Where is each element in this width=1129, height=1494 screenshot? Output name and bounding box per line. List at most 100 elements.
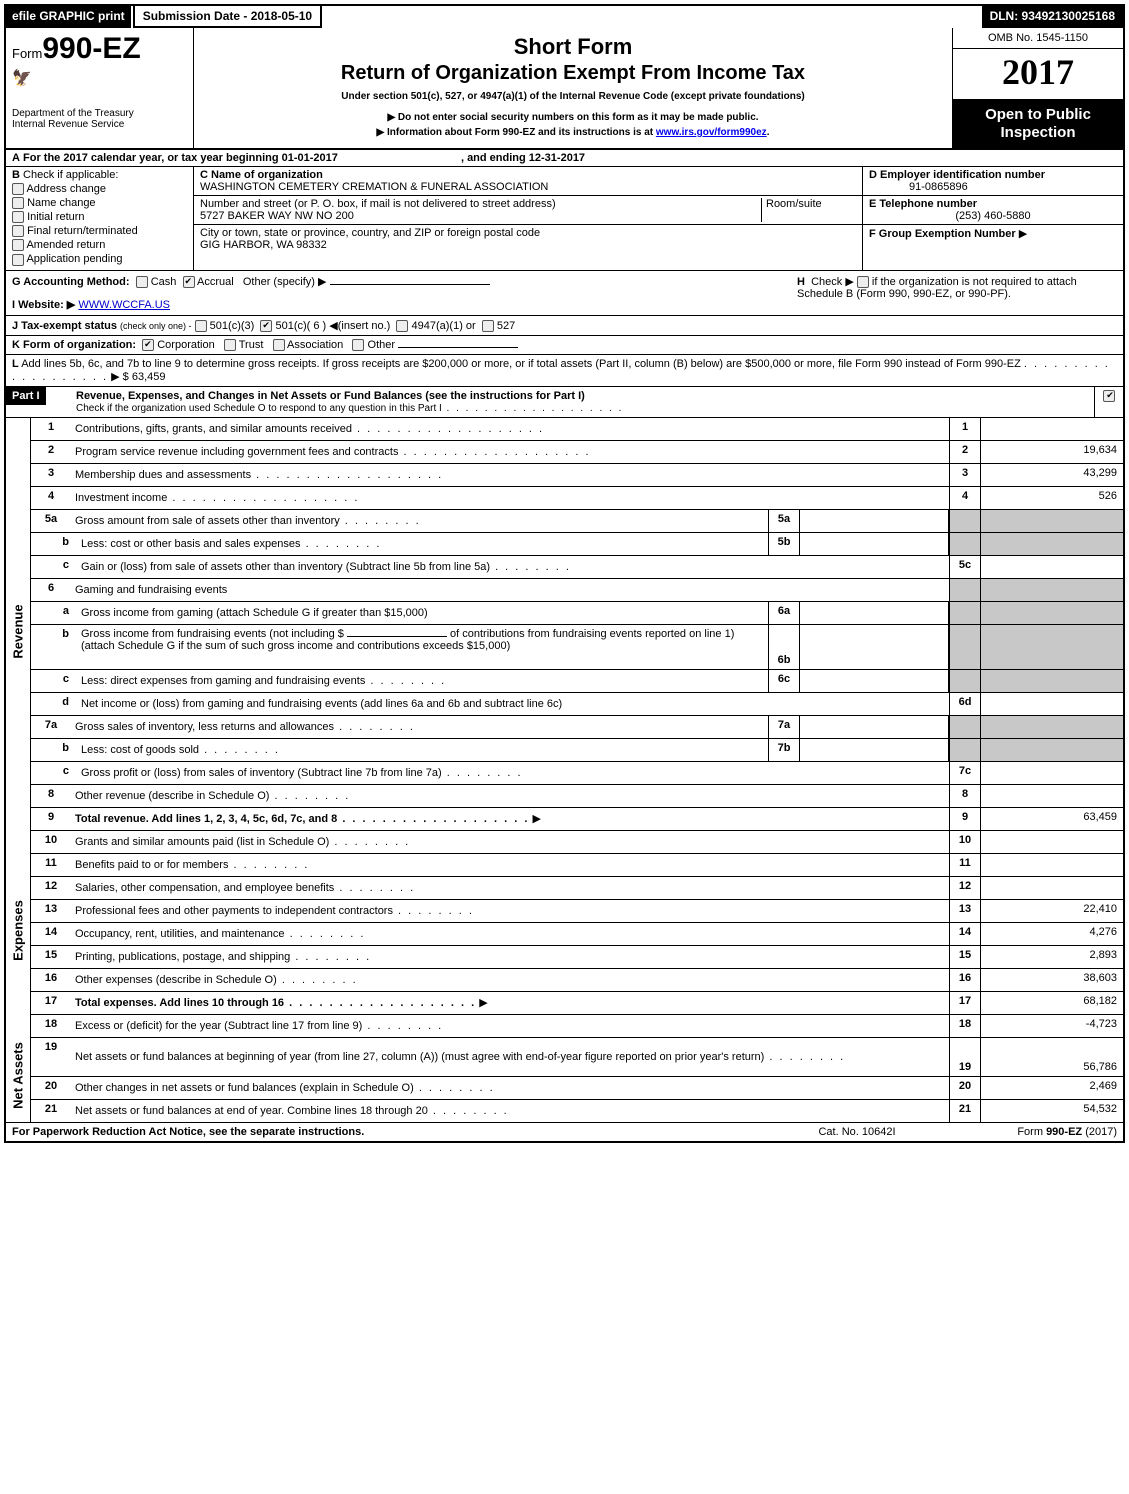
l6-vg <box>980 579 1123 601</box>
chk-trust[interactable] <box>224 339 236 351</box>
l13-d: Professional fees and other payments to … <box>75 905 474 917</box>
line-18: 18 Excess or (deficit) for the year (Sub… <box>31 1015 1123 1038</box>
l7c-d: Gross profit or (loss) from sales of inv… <box>81 767 523 779</box>
submission-date: Submission Date - 2018-05-10 <box>133 6 322 28</box>
l12-v <box>980 877 1123 899</box>
l5b-d: Less: cost or other basis and sales expe… <box>81 538 381 550</box>
chk-accrual[interactable] <box>183 276 195 288</box>
l20-d: Other changes in net assets or fund bala… <box>75 1082 495 1094</box>
block-bcdef: B Check if applicable: Address change Na… <box>6 167 1123 271</box>
l16-r: 16 <box>949 969 980 991</box>
l17-n: 17 <box>31 992 71 1014</box>
chk-application-pending[interactable] <box>12 254 24 266</box>
dept-treasury: Department of the Treasury <box>12 108 187 119</box>
g-accrual: Accrual <box>197 276 234 288</box>
line-5b: b Less: cost or other basis and sales ex… <box>31 533 1123 556</box>
k-o1: Corporation <box>157 339 214 351</box>
l-arrow: ▶ <box>111 371 119 383</box>
treasury-seal-icon: 🦅 <box>12 68 187 88</box>
l-label: L <box>12 358 19 370</box>
footer-left: For Paperwork Reduction Act Notice, see … <box>12 1126 757 1138</box>
footer-right-pre: Form <box>1017 1126 1046 1138</box>
chk-4947[interactable] <box>396 320 408 332</box>
chk-h[interactable] <box>857 276 869 288</box>
line-6a: a Gross income from gaming (attach Sched… <box>31 602 1123 625</box>
chk-527[interactable] <box>482 320 494 332</box>
l14-r: 14 <box>949 923 980 945</box>
form-number-block: Form990-EZ <box>12 32 187 66</box>
l13-r: 13 <box>949 900 980 922</box>
chk-final-return[interactable] <box>12 225 24 237</box>
l18-r: 18 <box>949 1015 980 1037</box>
website-link[interactable]: WWW.WCCFA.US <box>78 299 170 311</box>
chk-corp[interactable] <box>142 339 154 351</box>
chk-assoc[interactable] <box>273 339 285 351</box>
title-return-exempt: Return of Organization Exempt From Incom… <box>204 62 942 85</box>
chk-other-org[interactable] <box>352 339 364 351</box>
l12-n: 12 <box>31 877 71 899</box>
chk-address-change[interactable] <box>12 183 24 195</box>
l9-r: 9 <box>949 808 980 830</box>
chk-name-change[interactable] <box>12 197 24 209</box>
header-center: Short Form Return of Organization Exempt… <box>194 28 953 148</box>
c-addr: 5727 BAKER WAY NW NO 200 <box>200 210 354 222</box>
form-page: efile GRAPHIC print Submission Date - 20… <box>4 4 1125 1143</box>
l9-v: 63,459 <box>980 808 1123 830</box>
l6a-m: 6a <box>768 602 800 624</box>
l9-n: 9 <box>31 808 71 830</box>
l7c-r: 7c <box>949 762 980 784</box>
l8-n: 8 <box>31 785 71 807</box>
lbl-final-return: Final return/terminated <box>27 225 138 237</box>
l9-d: Total revenue. Add lines 1, 2, 3, 4, 5c,… <box>75 813 529 825</box>
line-8: 8 Other revenue (describe in Schedule O)… <box>31 785 1123 808</box>
col-b-label: B <box>12 169 20 181</box>
chk-part1-schedO[interactable] <box>1103 390 1115 402</box>
j-o1: 501(c)(3) <box>210 320 255 332</box>
l6a-rg <box>949 602 980 624</box>
l11-n: 11 <box>31 854 71 876</box>
l7c-v <box>980 762 1123 784</box>
tax-year: 2017 <box>953 49 1123 100</box>
g-label: G Accounting Method: <box>12 276 130 288</box>
l3-d: Membership dues and assessments <box>75 469 443 481</box>
chk-cash[interactable] <box>136 276 148 288</box>
l6b-n: b <box>31 625 77 669</box>
line-4: 4 Investment income 4 526 <box>31 487 1123 510</box>
l7a-vg <box>980 716 1123 738</box>
row-g: G Accounting Method: Cash Accrual Other … <box>12 275 797 311</box>
topbar: efile GRAPHIC print Submission Date - 20… <box>6 6 1123 28</box>
line-19: 19 Net assets or fund balances at beginn… <box>31 1038 1123 1077</box>
l21-r: 21 <box>949 1100 980 1122</box>
lbl-application-pending: Application pending <box>26 253 122 265</box>
l-text: Add lines 5b, 6c, and 7b to line 9 to de… <box>21 358 1021 370</box>
chk-amended-return[interactable] <box>12 239 24 251</box>
chk-501c[interactable] <box>260 320 272 332</box>
vlabel-expenses: Expenses <box>6 831 31 1015</box>
l6d-n: d <box>31 693 77 715</box>
l5a-mv <box>800 510 949 532</box>
line-20: 20 Other changes in net assets or fund b… <box>31 1077 1123 1100</box>
l13-n: 13 <box>31 900 71 922</box>
line-a-text-mid: , and ending 12-31-2017 <box>461 152 585 164</box>
l15-v: 2,893 <box>980 946 1123 968</box>
l7c-n: c <box>31 762 77 784</box>
line-15: 15 Printing, publications, postage, and … <box>31 946 1123 969</box>
l6b-rg <box>949 625 980 669</box>
l18-n: 18 <box>31 1015 71 1037</box>
l6b-vg <box>980 625 1123 669</box>
l16-d: Other expenses (describe in Schedule O) <box>75 974 358 986</box>
line-6: 6 Gaming and fundraising events <box>31 579 1123 602</box>
l6a-vg <box>980 602 1123 624</box>
chk-initial-return[interactable] <box>12 211 24 223</box>
h-label: H <box>797 276 805 288</box>
chk-501c3[interactable] <box>195 320 207 332</box>
instructions-link[interactable]: www.irs.gov/form990ez <box>656 127 767 138</box>
part1-sub: Check if the organization used Schedule … <box>76 403 442 414</box>
l5a-m: 5a <box>768 510 800 532</box>
line-14: 14 Occupancy, rent, utilities, and maint… <box>31 923 1123 946</box>
l8-r: 8 <box>949 785 980 807</box>
efile-print-label: efile GRAPHIC print <box>6 6 133 28</box>
k-o3: Association <box>287 339 343 351</box>
l5a-rg <box>949 510 980 532</box>
l19-d: Net assets or fund balances at beginning… <box>75 1051 845 1063</box>
